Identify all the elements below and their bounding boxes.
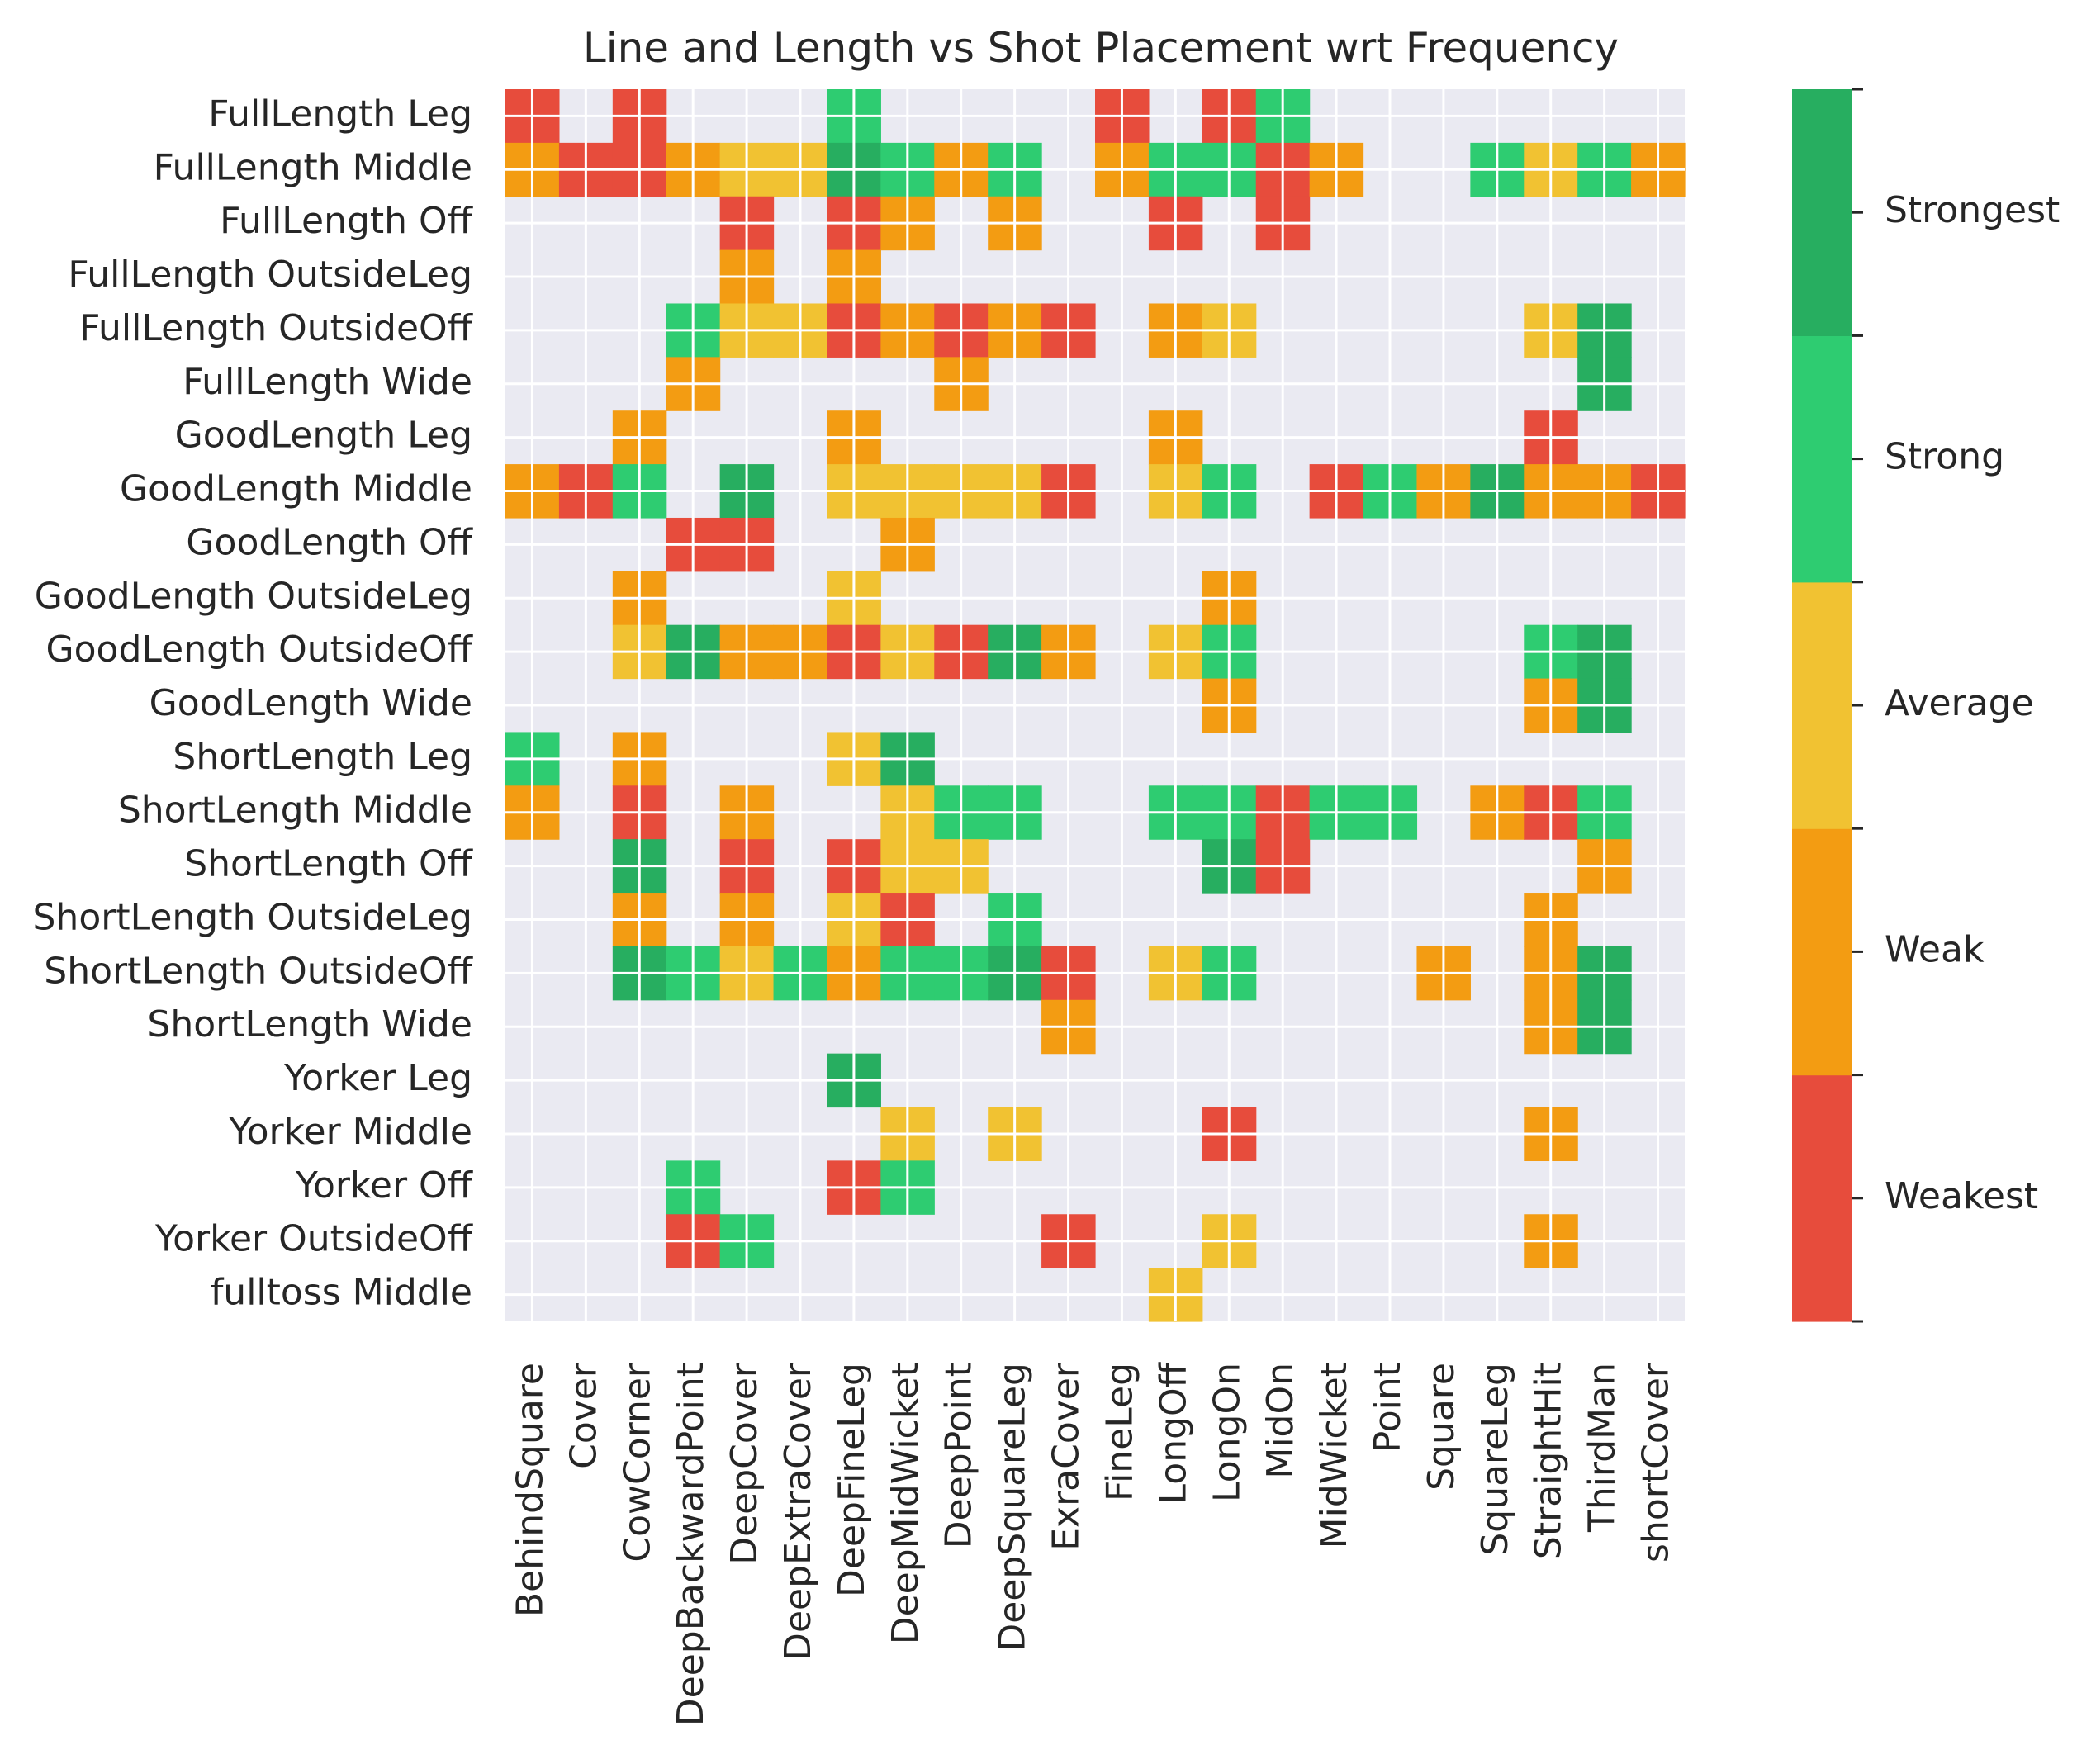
y-tick-label: FullLength Off [220, 200, 474, 242]
x-tick-label: shortCover [1635, 1362, 1677, 1562]
x-tick-label: DeepSquareLeg [992, 1363, 1034, 1652]
y-tick-label: GoodLength OutsideOff [46, 628, 474, 671]
x-tick-labels: BehindSquare Cover CowCorner DeepBackwardPo… [509, 1361, 1676, 1726]
colorbar-label: Average [1885, 682, 2034, 724]
y-tick-label: GoodLength Off [186, 521, 473, 563]
x-tick-label: CowCorner [616, 1362, 658, 1562]
x-tick-label: Point [1367, 1363, 1409, 1453]
x-tick-label: DeepFineLeg [831, 1363, 873, 1597]
x-tick-label: DeepPoint [938, 1363, 980, 1548]
y-tick-label: ShortLength Wide [147, 1003, 472, 1046]
colorbar: Weakest Weak Average Strong Strongest [1792, 88, 2060, 1323]
y-tick-label: FullLength Wide [183, 361, 472, 403]
y-tick-label: ShortLength Middle [118, 790, 472, 832]
y-tick-label: GoodLength OutsideLeg [35, 575, 472, 617]
colorbar-segment [1792, 1074, 1852, 1322]
colorbar-segment [1792, 828, 1852, 1076]
x-tick-label: Square [1420, 1363, 1463, 1491]
y-tick-label: FullLength OutsideLeg [68, 254, 472, 296]
x-tick-label: StraightHit [1528, 1363, 1570, 1559]
x-tick-label: DeepMidWicket [884, 1363, 927, 1644]
y-tick-label: GoodLength Leg [175, 415, 472, 457]
x-tick-label: MidOn [1259, 1363, 1302, 1479]
y-tick-label: fulltoss Middle [211, 1272, 472, 1314]
y-tick-label: ShortLength OutsideOff [44, 950, 473, 992]
y-tick-label: FullLength Leg [208, 92, 472, 135]
y-tick-label: Yorker OutsideOff [154, 1218, 474, 1260]
x-tick-label: LongOn [1206, 1363, 1248, 1502]
x-tick-label: MidWicket [1313, 1363, 1355, 1548]
y-tick-label: FullLength Middle [154, 146, 472, 188]
x-tick-label: Cover [562, 1362, 605, 1469]
colorbar-label: Strongest [1885, 189, 2060, 231]
x-tick-label: ThirdMan [1581, 1363, 1624, 1533]
colorbar-segment [1792, 89, 1852, 336]
colorbar-label: Strong [1885, 436, 2004, 478]
x-tick-label: DeepCover [723, 1362, 766, 1565]
colorbar-segment [1792, 581, 1852, 829]
y-tick-label: ShortLength Leg [173, 736, 472, 778]
y-tick-label: ShortLength Off [184, 843, 473, 885]
colorbar-label: Weak [1885, 928, 1985, 970]
colorbar-label: Weakest [1885, 1175, 2038, 1217]
x-tick-label: DeepExtraCover [777, 1362, 819, 1661]
colorbar-segment [1792, 335, 1852, 583]
x-tick-label: FineLeg [1098, 1363, 1140, 1501]
y-tick-label: GoodLength Wide [149, 682, 472, 724]
x-tick-label: BehindSquare [509, 1363, 551, 1617]
y-tick-label: ShortLength OutsideLeg [33, 896, 473, 938]
x-tick-label: SquareLeg [1474, 1363, 1516, 1556]
y-tick-label: Yorker Off [295, 1164, 474, 1207]
x-tick-label: LongOff [1152, 1361, 1194, 1504]
chart-title: Line and Length vs Shot Placement wrt Fr… [583, 24, 1619, 72]
y-tick-label: GoodLength Middle [120, 468, 472, 510]
y-tick-labels: FullLength Leg FullLength Middle FullLengt… [33, 92, 474, 1313]
y-tick-label: Yorker Middle [229, 1111, 472, 1153]
y-tick-label: FullLength OutsideOff [79, 307, 474, 349]
x-tick-label: DeepBackwardPoint [670, 1363, 712, 1726]
x-tick-label: ExraCover [1046, 1362, 1088, 1551]
y-tick-label: Yorker Leg [283, 1057, 472, 1099]
